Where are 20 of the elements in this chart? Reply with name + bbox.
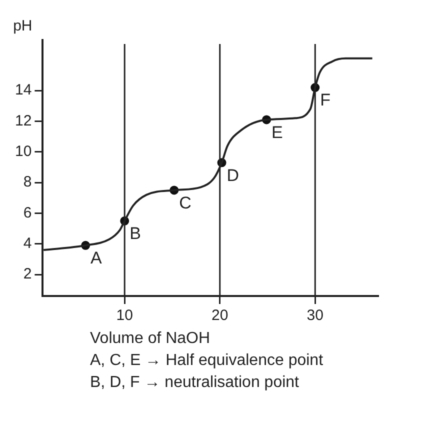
text: B, D, F → neutralisation point bbox=[90, 373, 300, 393]
y-tick-label: 14 bbox=[14, 82, 32, 99]
text: A, C, E → Half equivalence point bbox=[90, 351, 324, 371]
y-tick-label: 2 bbox=[23, 266, 32, 283]
x-axis-title: Volume of NaOH bbox=[90, 329, 212, 349]
y-tick-label: 10 bbox=[14, 143, 32, 160]
y-tick-label: 6 bbox=[23, 204, 32, 222]
annotation: F bbox=[320, 90, 331, 110]
annotation: C bbox=[179, 193, 192, 212]
annotation: A bbox=[90, 248, 103, 268]
annotation: D bbox=[226, 166, 240, 185]
y-tick-label: 12 bbox=[14, 112, 32, 130]
annotation: E bbox=[272, 122, 283, 142]
y-tick-label: 8 bbox=[23, 174, 32, 191]
x-tick-label: 10 bbox=[116, 307, 133, 324]
x-tick-label: 30 bbox=[306, 307, 324, 324]
y-tick-label: 4 bbox=[23, 235, 32, 252]
y-axis-title: pH bbox=[13, 18, 32, 35]
annotation: B bbox=[130, 224, 141, 244]
x-tick-label: 20 bbox=[212, 307, 228, 324]
